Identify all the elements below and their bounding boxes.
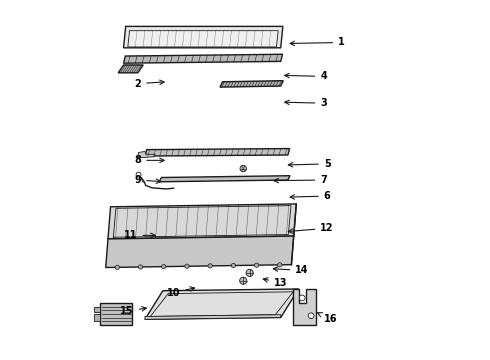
Polygon shape [94, 307, 100, 312]
Polygon shape [106, 236, 294, 267]
Circle shape [115, 265, 120, 270]
Text: 11: 11 [124, 230, 155, 240]
Text: 1: 1 [290, 37, 345, 48]
Circle shape [162, 265, 166, 269]
Polygon shape [145, 315, 281, 319]
Text: 16: 16 [318, 313, 338, 324]
Text: 4: 4 [285, 71, 327, 81]
Text: 14: 14 [273, 265, 309, 275]
Polygon shape [118, 65, 143, 73]
Text: 10: 10 [167, 287, 195, 297]
Polygon shape [94, 314, 100, 321]
Text: 3: 3 [285, 98, 327, 108]
Text: 13: 13 [263, 278, 288, 288]
Circle shape [240, 277, 247, 284]
Text: 7: 7 [274, 175, 327, 185]
Text: 5: 5 [288, 159, 331, 169]
Circle shape [136, 172, 141, 177]
Circle shape [278, 263, 282, 267]
Circle shape [185, 264, 189, 269]
Polygon shape [145, 149, 290, 156]
Text: 6: 6 [290, 191, 331, 201]
Text: 15: 15 [121, 306, 147, 316]
Polygon shape [123, 54, 283, 63]
Polygon shape [108, 204, 296, 239]
Text: 8: 8 [134, 156, 164, 165]
Polygon shape [123, 26, 283, 48]
Circle shape [254, 263, 259, 267]
Text: 2: 2 [134, 78, 164, 89]
Text: 12: 12 [288, 223, 334, 233]
Text: 9: 9 [134, 175, 161, 185]
Circle shape [308, 313, 314, 319]
Polygon shape [138, 152, 155, 158]
Circle shape [138, 265, 143, 269]
Polygon shape [145, 289, 298, 319]
Polygon shape [220, 81, 283, 87]
Circle shape [208, 264, 212, 268]
Circle shape [246, 269, 253, 276]
Circle shape [299, 295, 305, 301]
Polygon shape [100, 303, 132, 325]
Polygon shape [293, 289, 317, 325]
Polygon shape [159, 176, 290, 182]
Circle shape [231, 264, 236, 268]
Polygon shape [128, 31, 278, 47]
Circle shape [240, 165, 246, 172]
